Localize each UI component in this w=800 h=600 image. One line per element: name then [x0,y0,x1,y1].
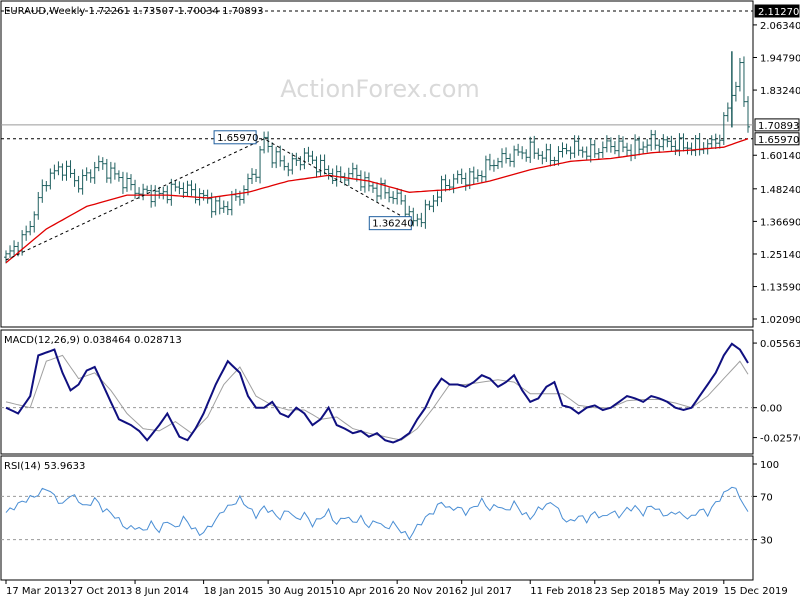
macd-panel: 0.055637 0.00 -0.02576 [1,339,800,445]
price-y-tick-label: 1.13590 [760,283,800,294]
annotation-label: 1.65970 [217,133,258,144]
price-panel: 2.06340 1.94790 1.83240 1.60140 1.48240 1.366… [1,4,800,326]
price-y-tick-label: 1.36690 [760,217,800,228]
rsi-header: RSI(14) 53.9633 [4,461,85,472]
price-header: EURAUD,Weekly 1.72261 1.73507 1.70034 1.… [4,6,263,17]
price-flag-box [754,132,800,146]
x-tick-label: 2 Jul 2017 [462,586,512,597]
x-tick-label: 27 Oct 2013 [71,586,133,597]
x-axis: 17 Mar 2013 27 Oct 2013 8 Jun 2014 18 Jan 2… [5,580,788,597]
rsi-panel: 100 70 30 [1,460,779,547]
x-tick-label: 20 Nov 2016 [397,586,461,597]
price-flag-label: 1.70893 [758,121,799,132]
moving-average-line [5,138,749,264]
price-y-tick-label: 1.60140 [760,151,800,162]
annotation-box [368,216,412,231]
x-tick-label: 5 May 2019 [659,586,718,597]
price-y-tick-label: 1.25140 [760,250,800,261]
macd-y-tick-label: 0.00 [760,404,782,415]
watermark: ActionForex.com [280,75,480,103]
annotation-label: 1.36240 [372,219,413,230]
x-tick-label: 11 Feb 2018 [530,586,592,597]
price-y-tick-label: 2.06340 [760,21,800,32]
price-y-tick-label: 1.48240 [760,185,800,196]
annotation-box [213,130,257,145]
price-frame [0,0,754,328]
price-y-tick-label: 1.02090 [760,315,800,326]
price-flag-box [754,4,800,18]
rsi-y-tick-label: 100 [760,460,779,471]
price-flag-label: 2.11270 [758,7,799,18]
x-tick-label: 17 Mar 2013 [6,586,69,597]
price-flag-label: 1.65970 [758,135,799,146]
rsi-y-tick-label: 30 [760,536,773,547]
rsi-y-tick-label: 70 [760,492,773,503]
x-tick-label: 15 Dec 2019 [724,586,788,597]
x-tick-label: 10 Apr 2016 [333,586,395,597]
x-tick-label: 30 Aug 2015 [268,586,332,597]
macd-line [5,342,749,444]
price-y-tick-label: 1.83240 [760,86,800,97]
x-tick-label: 8 Jun 2014 [135,586,189,597]
rsi-line [5,486,749,541]
x-tick-label: 18 Jan 2015 [204,586,264,597]
macd-y-tick-label: -0.02576 [760,434,800,445]
x-tick-label: 23 Sep 2018 [595,586,658,597]
macd-y-tick-label: 0.055637 [760,339,800,350]
price-flag-box [754,118,800,132]
macd-header: MACD(12,26,9) 0.038464 0.028713 [4,335,182,346]
price-y-tick-label: 1.94790 [760,53,800,64]
rsi-frame [0,455,754,581]
macd-signal-line [5,354,749,441]
